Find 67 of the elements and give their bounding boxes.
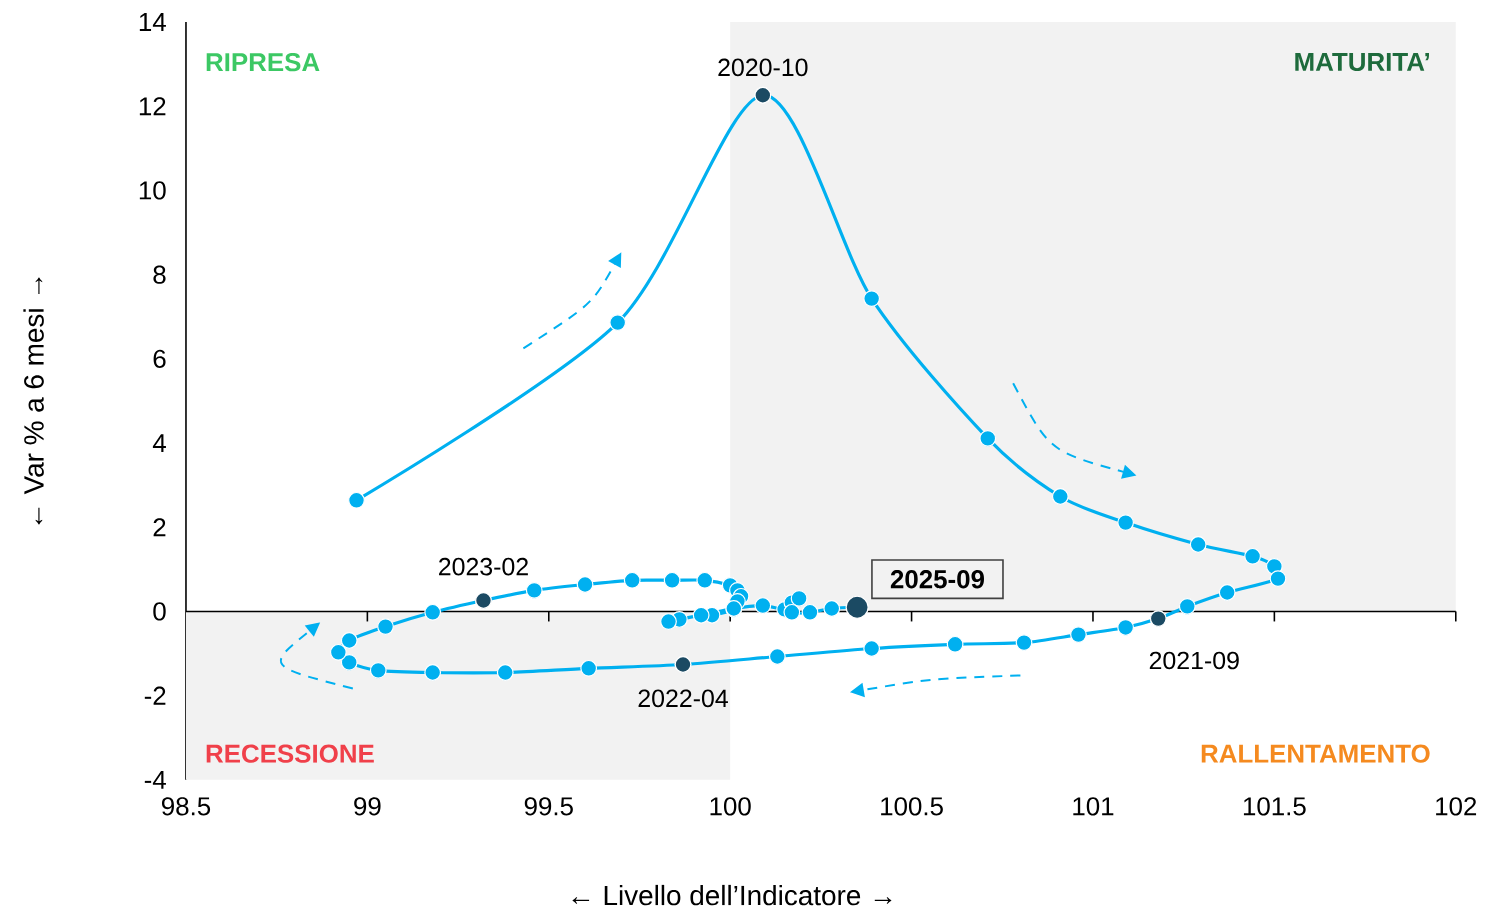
point — [823, 600, 841, 617]
point — [580, 659, 598, 677]
point — [1051, 488, 1069, 505]
point — [340, 654, 358, 671]
annotation: 2020-10 — [718, 58, 808, 77]
annotation: 2023-02 — [439, 557, 528, 576]
point — [1117, 619, 1135, 636]
point — [692, 606, 710, 624]
point — [768, 648, 786, 665]
point — [623, 571, 641, 589]
annotation: RIPRESA — [206, 53, 320, 72]
point — [979, 430, 997, 447]
point — [754, 597, 772, 615]
x-tick-label: 99 — [354, 797, 381, 816]
point — [660, 613, 677, 631]
point — [1015, 634, 1033, 652]
annotation: MATURITA’ — [1295, 53, 1429, 72]
annotation: 2021-09 — [1149, 651, 1239, 670]
y-tick-label: 14 — [139, 13, 166, 31]
annotation: 2025-09 — [890, 570, 984, 589]
point — [863, 290, 881, 308]
x-tick-label: 101.5 — [1243, 797, 1306, 816]
point — [696, 571, 714, 589]
point — [609, 314, 627, 332]
point — [1244, 547, 1261, 565]
x-tick-label: 102 — [1436, 797, 1477, 816]
point — [369, 662, 387, 679]
point — [1218, 584, 1236, 601]
point — [348, 491, 365, 509]
point — [496, 664, 514, 681]
y-tick-label: 2 — [153, 518, 166, 537]
point — [1178, 598, 1196, 615]
point — [783, 603, 801, 621]
point — [576, 576, 594, 593]
point — [863, 640, 881, 657]
y-tick-label: 0 — [153, 602, 166, 621]
y-axis-title: ← Var % a 6 mesi → — [23, 277, 44, 525]
y-tick-label: 8 — [153, 265, 166, 284]
x-tick-label: 101 — [1073, 797, 1114, 816]
y-tick-label: -2 — [144, 686, 166, 705]
point — [663, 571, 681, 589]
y-tick-label: -4 — [144, 771, 166, 789]
point — [340, 632, 358, 649]
point — [329, 643, 347, 661]
x-tick-label: 98.5 — [161, 797, 211, 816]
annotation: RALLENTAMENTO — [1201, 744, 1430, 763]
point — [790, 590, 808, 607]
point — [377, 618, 394, 636]
y-tick-label: 12 — [139, 97, 166, 116]
point — [946, 635, 964, 653]
point — [1117, 514, 1135, 532]
point — [424, 664, 442, 681]
annotation: RECESSIONE — [206, 744, 374, 763]
x-axis-title: ← Livello dell’Indicatore → — [572, 884, 892, 906]
point — [1070, 626, 1087, 644]
annotation: 2022-04 — [638, 689, 728, 708]
point — [1189, 536, 1207, 553]
y-tick-label: 6 — [153, 349, 166, 369]
x-tick-label: 99.5 — [524, 797, 573, 816]
point — [1269, 570, 1287, 588]
y-tick-label: 4 — [152, 434, 166, 453]
y-tick-label: 10 — [139, 181, 166, 200]
point — [801, 603, 819, 621]
point — [424, 603, 442, 621]
x-tick-label: 100.5 — [881, 797, 943, 816]
x-tick-label: 100 — [710, 797, 751, 816]
point — [525, 582, 543, 599]
